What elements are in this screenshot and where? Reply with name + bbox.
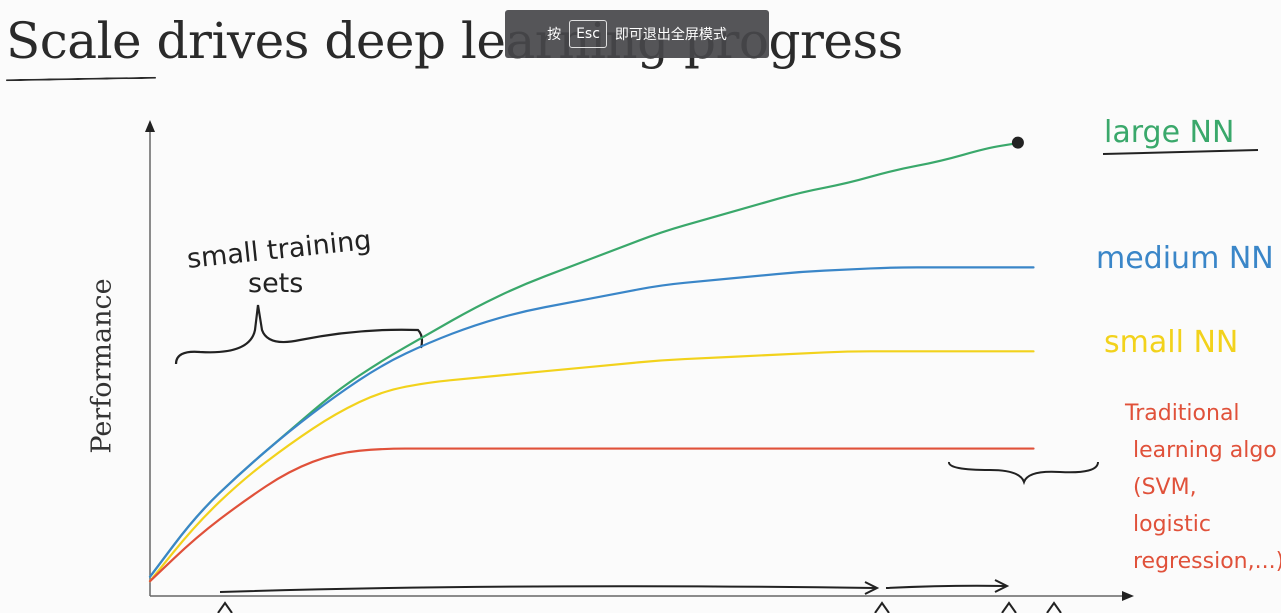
series-line-medium-nn (148, 266, 1035, 578)
annotation-brace (174, 304, 424, 365)
series-line-large-nn (148, 142, 1016, 578)
data-amount-arrow-2 (885, 579, 1010, 593)
tick-up-arrow-3 (1001, 601, 1017, 613)
right-brace-mark (948, 461, 1099, 486)
series-label-medium-nn-0: medium NN (1096, 241, 1274, 276)
series-label-traditional-learning-3: logistic (1133, 512, 1211, 537)
x-axis-arrowhead (1122, 591, 1134, 601)
series-line-small-nn (148, 350, 1035, 583)
esc-key-badge[interactable]: Esc (569, 20, 607, 48)
toast-message: 即可退出全屏模式 (614, 27, 727, 43)
series-label-layer: large NN medium NN small NN Traditional lear… (1096, 115, 1281, 574)
series-label-large-nn-0: large NN (1104, 115, 1234, 150)
fullscreen-exit-toast: 按 Esc 即可退出全屏模式 (505, 10, 769, 58)
highlight-point (1011, 136, 1024, 149)
tick-up-arrow-2 (874, 601, 890, 613)
series-label-traditional-learning-1: learning algo (1133, 438, 1277, 463)
data-amount-arrow (219, 581, 880, 595)
series-layer (148, 136, 1035, 583)
annotation-sets: sets (248, 268, 303, 299)
tick-up-arrow-4 (1046, 601, 1062, 613)
series-label-traditional-learning-0: Traditional (1124, 401, 1240, 426)
series-label-traditional-learning-2: (SVM, (1133, 475, 1197, 500)
toast-press-text: 按 (547, 27, 562, 43)
y-axis-arrowhead (145, 120, 155, 132)
large-nn-underline (1102, 149, 1259, 155)
tick-up-arrow-1 (217, 601, 233, 613)
series-label-small-nn-0: small NN (1104, 325, 1238, 360)
series-label-traditional-learning-4: regression,...) (1133, 549, 1281, 574)
series-line-traditional-learning-algo-svm- (148, 447, 1035, 583)
